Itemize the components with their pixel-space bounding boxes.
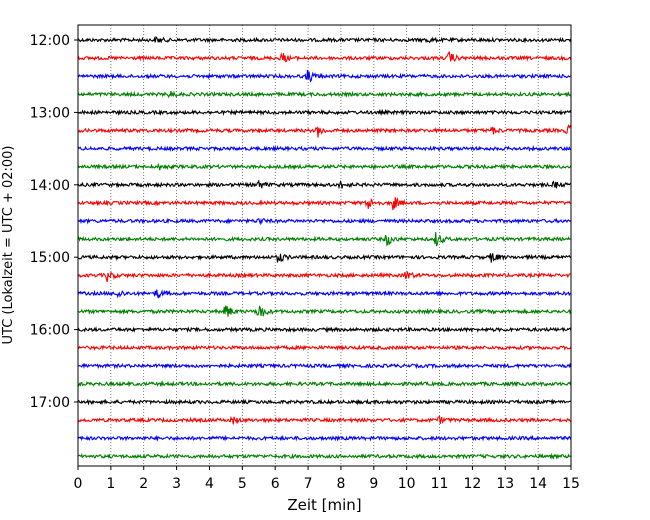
trace-line [77, 162, 572, 171]
x-axis-ticks: 0 1 2 3 4 5 6 7 8 9 10 11 12 13 14 15 [74, 466, 580, 492]
x-tick-label: 11 [431, 476, 449, 492]
y-axis-label: UTC (Lokalzeit = UTC + 02:00) [1, 146, 16, 345]
x-tick-label: 15 [562, 476, 580, 492]
y-tick-label: 13:00 [30, 105, 70, 121]
trace-line [77, 325, 572, 334]
trace-line [77, 452, 572, 460]
trace-line [77, 415, 572, 425]
y-axis-ticks: 12:00 13:00 14:00 15:00 16:00 17:00 [30, 33, 78, 411]
trace-line [77, 344, 572, 352]
x-tick-label: 9 [369, 476, 378, 492]
x-tick-label: 2 [139, 476, 148, 492]
y-tick-label: 12:00 [30, 33, 70, 49]
trace-line [77, 197, 571, 211]
trace-line [77, 108, 572, 116]
x-tick-label: 1 [106, 476, 115, 492]
x-tick-label: 7 [304, 476, 313, 492]
x-axis-label: Zeit [min] [287, 496, 361, 514]
x-tick-label: 12 [463, 476, 481, 492]
seismogram-traces [77, 35, 572, 460]
y-tick-label: 15:00 [30, 250, 70, 266]
trace-line [77, 305, 572, 317]
trace-line [77, 398, 571, 406]
trace-line [77, 179, 572, 190]
trace-line [77, 380, 572, 388]
x-tick-label: 10 [398, 476, 416, 492]
x-tick-label: 3 [172, 476, 181, 492]
trace-line [77, 35, 572, 44]
y-tick-label: 14:00 [30, 178, 70, 194]
trace-line [77, 69, 571, 83]
grid-lines [110, 25, 539, 466]
x-tick-label: 13 [496, 476, 514, 492]
trace-line [77, 434, 572, 442]
x-tick-label: 4 [205, 476, 214, 492]
trace-line [77, 270, 571, 282]
y-tick-label: 16:00 [30, 323, 70, 339]
trace-line [77, 90, 572, 99]
trace-line [77, 232, 571, 247]
trace-line [77, 253, 572, 263]
trace-line [77, 217, 572, 226]
trace-line [77, 124, 572, 138]
x-tick-label: 5 [238, 476, 247, 492]
x-tick-label: 0 [74, 476, 83, 492]
trace-line [77, 144, 572, 153]
trace-line [77, 289, 572, 299]
x-tick-label: 8 [336, 476, 345, 492]
x-tick-label: 14 [529, 476, 547, 492]
y-tick-label: 17:00 [30, 395, 70, 411]
x-tick-label: 6 [271, 476, 280, 492]
plot-frame [77, 24, 572, 467]
trace-line [77, 50, 572, 63]
trace-line [77, 362, 572, 370]
